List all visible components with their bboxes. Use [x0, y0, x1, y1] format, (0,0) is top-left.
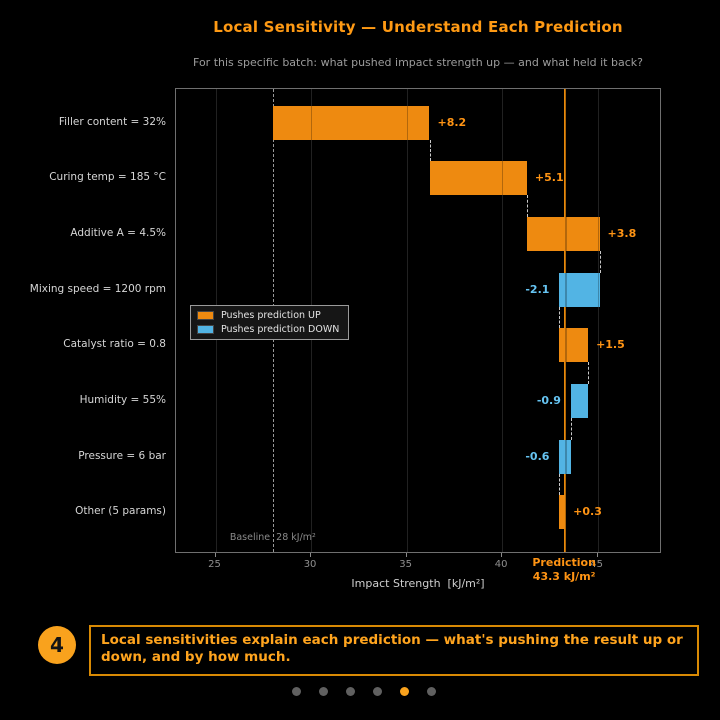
- legend-label-up: Pushes prediction UP: [221, 310, 321, 321]
- bar-pressure-6-bar: [559, 439, 571, 474]
- x-axis-title: Impact Strength [kJ/m²]: [351, 577, 485, 590]
- carousel-dot-4[interactable]: [373, 687, 382, 696]
- chart-legend: Pushes prediction UP Pushes prediction D…: [190, 305, 350, 340]
- bar-value-label-mixing-speed-1200-rpm: -2.1: [525, 282, 550, 296]
- carousel-dot-6[interactable]: [427, 687, 436, 696]
- category-label-filler-content-32: Filler content = 32%: [58, 115, 166, 128]
- chart-plot-area: Pushes prediction UP Pushes prediction D…: [175, 88, 661, 553]
- category-label-curing-temp-185-c: Curing temp = 185 °C: [49, 171, 166, 184]
- x-tick-45: [596, 553, 598, 557]
- bar-catalyst-ratio-0-8: [559, 328, 589, 363]
- step-number: 4: [50, 633, 64, 657]
- legend-swatch-down-icon: [197, 325, 214, 334]
- gridline-overlay-45: [597, 89, 599, 552]
- gridline-35: [406, 89, 408, 552]
- bar-additive-a-4-5: [526, 216, 600, 251]
- legend-entry-up: Pushes prediction UP: [197, 310, 339, 321]
- step-number-badge: 4: [38, 626, 76, 664]
- x-tick-label-40: 40: [494, 559, 508, 570]
- x-tick-35: [405, 553, 407, 557]
- baseline-annotation: Baseline 28 kJ/m²: [229, 532, 316, 543]
- bar-value-label-pressure-6-bar: -0.6: [525, 449, 550, 463]
- waterfall-connector-2: [599, 250, 601, 273]
- gridline-40: [502, 89, 504, 552]
- legend-entry-down: Pushes prediction DOWN: [197, 324, 339, 335]
- category-label-catalyst-ratio-0-8: Catalyst ratio = 0.8: [63, 338, 166, 351]
- category-label-pressure-6-bar: Pressure = 6 bar: [78, 449, 166, 462]
- bar-filler-content-32: [272, 105, 430, 140]
- waterfall-connector-0: [429, 139, 431, 162]
- waterfall-connector-4: [588, 362, 590, 384]
- category-label-mixing-speed-1200-rpm: Mixing speed = 1200 rpm: [29, 282, 166, 295]
- bar-value-label-other-5-params: +0.3: [573, 505, 602, 519]
- category-label-humidity-55: Humidity = 55%: [79, 394, 166, 406]
- category-label-additive-a-4-5: Additive A = 4.5%: [70, 226, 166, 239]
- waterfall-connector-3: [559, 306, 561, 329]
- bar-value-label-additive-a-4-5: +3.8: [607, 226, 637, 240]
- gridline-overlay-35: [406, 89, 408, 552]
- prediction-annotation-title: Prediction: [532, 556, 596, 569]
- gridline-overlay-40: [502, 89, 504, 552]
- caption-text: Local sensitivities explain each predict…: [101, 632, 683, 665]
- bar-other-5-params: [559, 495, 566, 530]
- x-tick-30: [310, 553, 312, 557]
- carousel-dot-2[interactable]: [319, 687, 328, 696]
- carousel-dot-3[interactable]: [346, 687, 355, 696]
- bar-value-label-catalyst-ratio-0-8: +1.5: [596, 338, 625, 352]
- bar-curing-temp-185-c: [429, 161, 527, 196]
- legend-label-down: Pushes prediction DOWN: [221, 324, 340, 335]
- bar-humidity-55: [570, 384, 589, 418]
- bar-mixing-speed-1200-rpm: [559, 272, 600, 307]
- carousel-dot-1[interactable]: [292, 687, 301, 696]
- waterfall-connector-1: [526, 195, 528, 217]
- legend-swatch-up-icon: [197, 311, 214, 320]
- carousel-dot-5[interactable]: [400, 687, 409, 696]
- carousel-pagination: [292, 687, 436, 696]
- prediction-line: [564, 89, 567, 552]
- x-tick-label-45: 45: [590, 559, 603, 570]
- category-label-other-5-params: Other (5 params): [75, 505, 166, 518]
- page-subtitle: For this specific batch: what pushed imp…: [193, 56, 643, 69]
- prediction-annotation-value: 43.3 kJ/m²: [532, 569, 596, 583]
- x-tick-label-30: 30: [303, 559, 317, 570]
- waterfall-connector-6: [559, 473, 561, 496]
- page-title: Local Sensitivity — Understand Each Pred…: [213, 18, 623, 36]
- x-tick-40: [501, 553, 503, 557]
- prediction-line-overlay: [565, 89, 568, 552]
- x-tick-label-35: 35: [399, 559, 412, 570]
- waterfall-connector-5: [570, 418, 572, 440]
- x-tick-25: [214, 553, 216, 557]
- bar-value-label-humidity-55: -0.9: [536, 394, 561, 407]
- prediction-annotation: Prediction 43.3 kJ/m²: [532, 556, 596, 583]
- bar-value-label-filler-content-32: +8.2: [437, 115, 467, 129]
- caption-box: Local sensitivities explain each predict…: [89, 625, 699, 676]
- gridline-45: [597, 89, 599, 552]
- bar-value-label-curing-temp-185-c: +5.1: [534, 171, 564, 185]
- x-tick-label-25: 25: [208, 559, 221, 570]
